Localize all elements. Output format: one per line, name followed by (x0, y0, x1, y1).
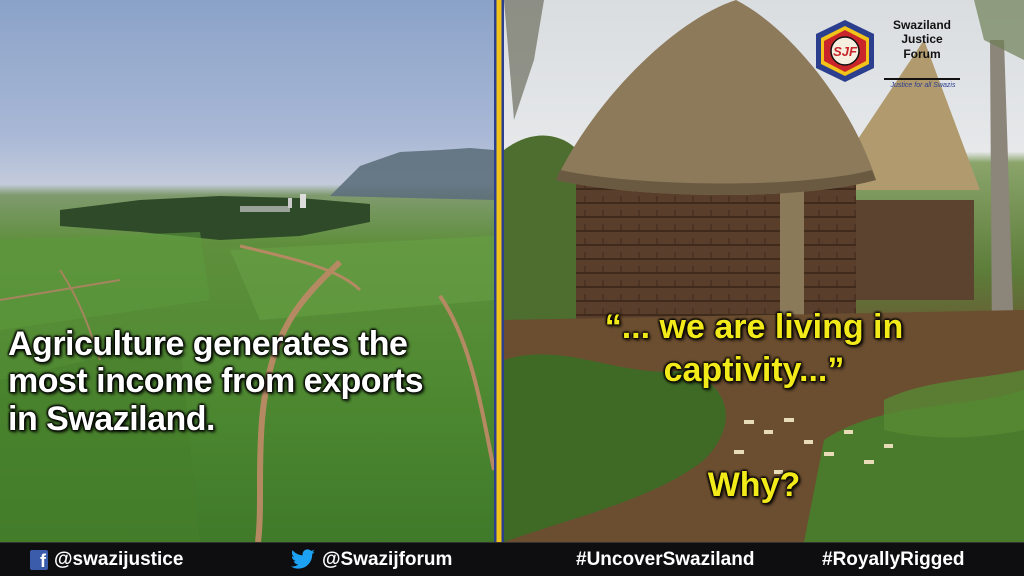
hashtag-royally-rigged[interactable]: #RoyallyRigged (822, 549, 965, 570)
caption-line-1: Agriculture generates the (8, 325, 408, 363)
logo-name-line-2: Justice (901, 32, 943, 47)
twitter-icon (290, 549, 315, 569)
logo-tagline: Justice for all Swazis (890, 82, 956, 89)
huts-image (504, 0, 1024, 542)
logo-rule (884, 78, 960, 80)
captivity-quote: “... we are living in captivity...” (564, 306, 944, 391)
quote-line-1: “... we are living in (604, 308, 904, 346)
why-question: Why? (707, 466, 801, 504)
farmland-aerial-image (0, 148, 494, 542)
twitter-link[interactable]: @Swazijforum (290, 543, 452, 576)
agriculture-caption: Agriculture generates the most income fr… (8, 325, 494, 438)
logo-monogram: SJF (833, 44, 858, 59)
panel-divider (494, 0, 504, 542)
logo-name-line-1: Swaziland (892, 18, 951, 32)
facebook-handle: @swazijustice (54, 549, 184, 570)
logo-name: Swaziland Justice Forum (882, 18, 962, 61)
social-footer-bar: f @swazijustice @Swazijforum #UncoverSwa… (0, 542, 1024, 576)
caption-line-2: most income from exports (8, 362, 423, 401)
quote-line-2: captivity...” (663, 350, 845, 389)
hashtag-uncover-swaziland[interactable]: #UncoverSwaziland (576, 549, 755, 570)
logo-name-line-3: Forum (903, 46, 941, 61)
farmland-photo-panel: Agriculture generates the most income fr… (0, 0, 494, 542)
sjf-shield-icon: SJF (816, 20, 874, 82)
sjf-logo: SJF Swaziland Justice Forum Justice for … (808, 14, 968, 96)
facebook-link[interactable]: f @swazijustice (30, 543, 183, 576)
caption-line-3: in Swaziland. (8, 399, 215, 438)
huts-photo-panel: “... we are living in captivity...” Why? (504, 0, 1024, 542)
facebook-icon: f (30, 550, 48, 570)
twitter-handle: @Swazijforum (322, 549, 453, 570)
